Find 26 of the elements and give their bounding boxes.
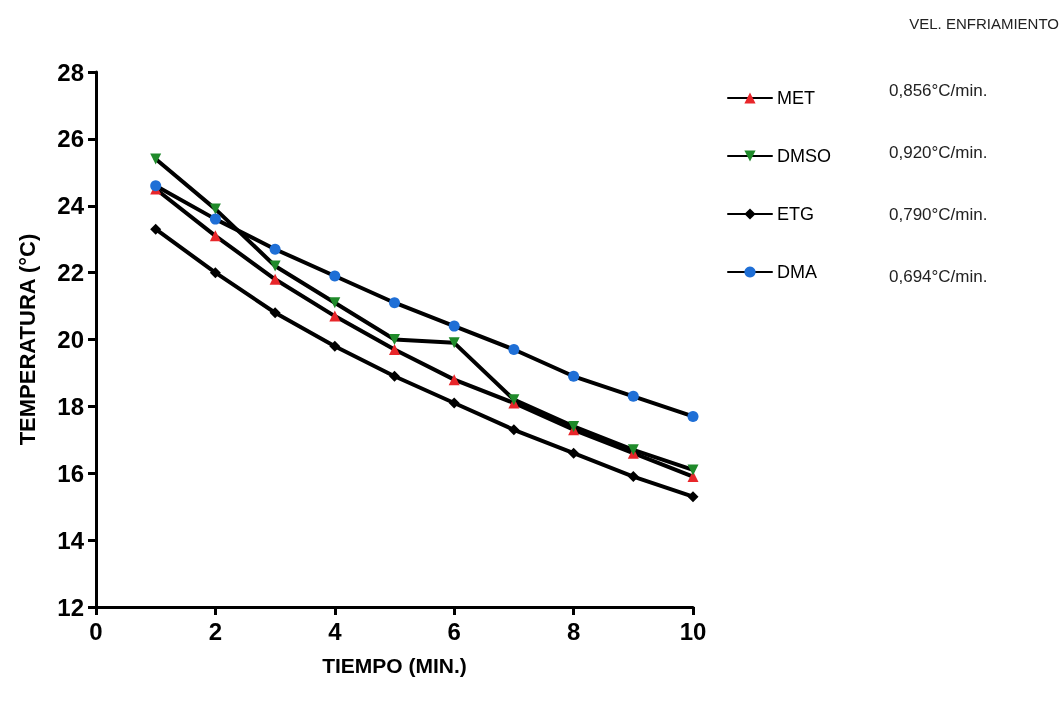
legend-label: DMSO	[777, 146, 831, 166]
text: 0,856°C/min.	[889, 81, 988, 100]
y-axis-title: TEMPERATURA (°C)	[14, 233, 40, 446]
x-tick-label: 2	[208, 617, 223, 645]
legend-label: MET	[777, 88, 815, 108]
y-tick-label: 24	[57, 192, 85, 220]
x-axis-title: TIEMPO (MIN.)	[322, 654, 467, 677]
x-tick-label: 8	[566, 617, 581, 645]
y-tick-label: 16	[57, 459, 84, 487]
y-tick-label: 28	[57, 58, 84, 86]
y-tick-label: 12	[57, 593, 84, 621]
y-tick-label: 22	[57, 259, 84, 287]
x-tick-label: 10	[679, 617, 707, 645]
legend-label: DMA	[777, 262, 817, 282]
y-tick-label: 14	[57, 526, 85, 554]
y-tick-label: 18	[57, 392, 84, 420]
x-tick-label: 0	[89, 617, 103, 645]
text: VEL. ENFRIAMIENTO	[909, 15, 1060, 32]
x-tick-label: 6	[447, 617, 461, 645]
text: 0,694°C/min.	[889, 267, 988, 286]
text: 0,920°C/min.	[889, 143, 988, 162]
legend-label: ETG	[777, 204, 815, 224]
y-tick-label: 26	[57, 125, 84, 153]
x-tick-label: 4	[328, 617, 343, 645]
text: 0,790°C/min.	[889, 205, 988, 224]
y-tick-label: 20	[57, 326, 84, 353]
